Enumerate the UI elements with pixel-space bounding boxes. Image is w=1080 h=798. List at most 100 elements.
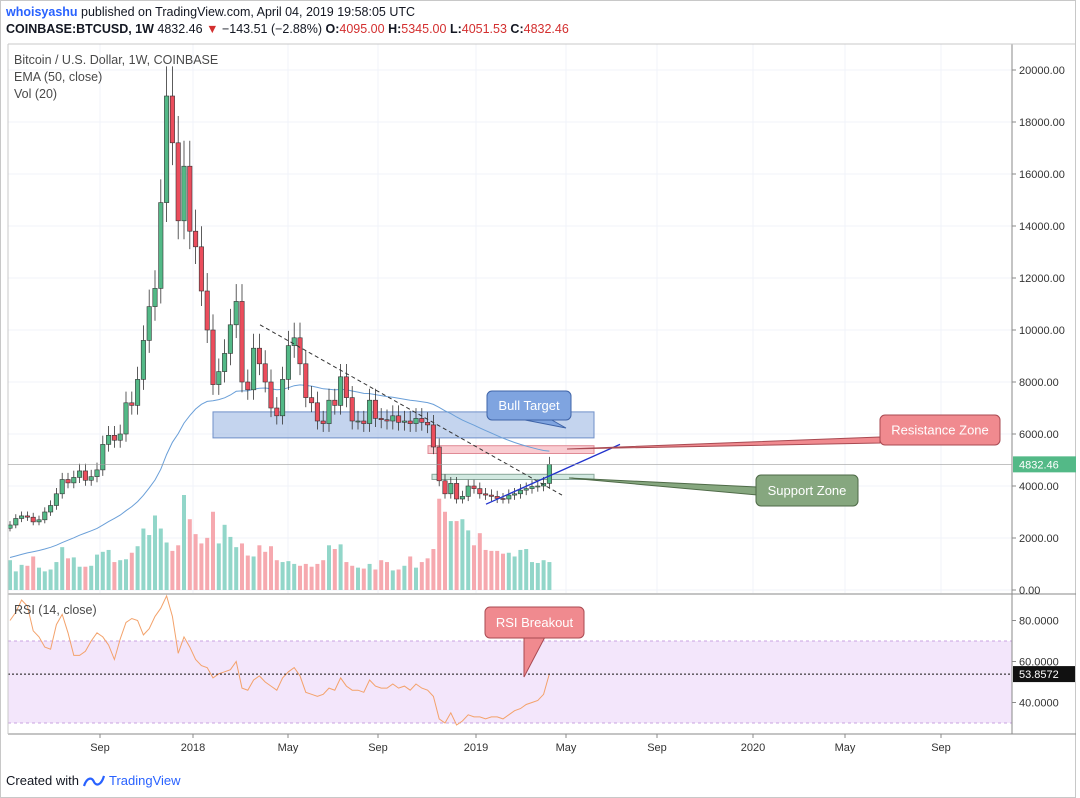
candle (303, 350, 309, 408)
candle-body (535, 485, 541, 488)
candle-body (494, 496, 500, 499)
volume-bar (100, 551, 105, 590)
chart-title: Bitcoin / U.S. Dollar, 1W, COINBASE (14, 53, 219, 67)
resistance-zone-box (427, 445, 595, 455)
candle (48, 500, 54, 516)
volume-bar (477, 533, 482, 590)
candle (349, 386, 355, 430)
candle (355, 410, 361, 430)
candle (523, 482, 529, 496)
price-tick-label: 20000.00 (1019, 65, 1065, 77)
candle-body (193, 230, 199, 248)
candle-body (135, 379, 141, 406)
candle (436, 438, 442, 487)
candle (372, 388, 378, 427)
candle (477, 482, 483, 499)
volume-bar (280, 562, 285, 590)
candle-body (71, 477, 77, 484)
volume-bar (13, 571, 18, 590)
price-change: −143.51 (−2.88%) (221, 22, 323, 36)
time-tick-label: 2019 (464, 742, 488, 754)
candle-body (338, 376, 344, 406)
candle (175, 115, 181, 240)
candle (448, 477, 454, 499)
volume-bar (71, 557, 76, 590)
price-tick-label: 6000.00 (1019, 429, 1059, 441)
publish-header: whoisyashu published on TradingView.com,… (6, 5, 415, 19)
volume-bar (89, 565, 94, 590)
candle-body (384, 419, 390, 422)
volume-bar (211, 511, 215, 590)
candle (459, 490, 465, 504)
candle-body (256, 347, 262, 365)
candle (227, 308, 233, 366)
candle-body (198, 246, 204, 292)
candle (442, 474, 448, 499)
candle (65, 472, 71, 489)
candle (94, 462, 100, 483)
volume-bar (327, 545, 331, 590)
candle (222, 339, 228, 383)
candle (36, 515, 42, 526)
volume-legend: Vol (20) (14, 87, 58, 101)
volume-bar (315, 563, 320, 590)
volume-bar (176, 545, 181, 590)
volume-bar (240, 543, 244, 590)
volume-bar (443, 511, 447, 590)
volume-bar (303, 563, 308, 590)
tradingview-link[interactable]: TradingView (108, 773, 181, 788)
price-tick-label: 14000.00 (1019, 221, 1065, 233)
candle (123, 391, 129, 442)
candle-body (500, 498, 506, 500)
candle (483, 488, 489, 500)
volume-bar (396, 569, 401, 590)
volume-bar (356, 567, 360, 590)
candle (216, 358, 222, 395)
candle (326, 388, 332, 432)
candle (517, 484, 523, 499)
candle (256, 333, 262, 376)
high-label: H: (388, 22, 402, 36)
candle-body (82, 470, 88, 481)
candle (111, 426, 117, 448)
rsi-current-tag (1013, 666, 1076, 683)
symbol-label: COINBASE:BTCUSD, 1W (6, 22, 154, 36)
created-with-text: Created with (6, 773, 79, 788)
rsi-breakout-callout: RSI Breakout (484, 606, 585, 678)
published-text: published on TradingView.com, April 04, … (81, 5, 416, 19)
price-tick-label: 0.00 (1019, 585, 1040, 597)
candle (187, 140, 193, 250)
volume-bar (245, 555, 250, 590)
candle (338, 364, 344, 415)
volume-bar (153, 515, 157, 590)
candle-body (523, 488, 529, 491)
candle (494, 490, 500, 504)
annotations: Bull Target Resistance Zone Support Zone RS… (484, 390, 1001, 678)
candle-body (262, 363, 268, 383)
candle (106, 426, 112, 452)
candle (419, 408, 425, 431)
high-value: 5345.00 (401, 22, 447, 36)
volume-bar (170, 550, 175, 590)
candle-body (146, 306, 152, 341)
author-link[interactable]: whoisyashu (6, 5, 78, 19)
candle-body (175, 142, 181, 222)
volume-bar (460, 519, 465, 590)
volume-bar (402, 565, 407, 590)
candle (198, 226, 204, 306)
candle-body (343, 376, 349, 398)
volume-bar (431, 549, 436, 590)
volume-bar (286, 561, 291, 590)
candle-body (349, 397, 355, 422)
candle-body (204, 290, 210, 331)
candle (30, 512, 36, 526)
candle-body (390, 415, 396, 422)
volume-bar (489, 550, 494, 590)
candle-body (407, 420, 413, 424)
time-tick-label: 2020 (741, 742, 765, 754)
candle-body (117, 433, 123, 441)
candle (297, 322, 303, 376)
volume-bar (31, 556, 36, 590)
